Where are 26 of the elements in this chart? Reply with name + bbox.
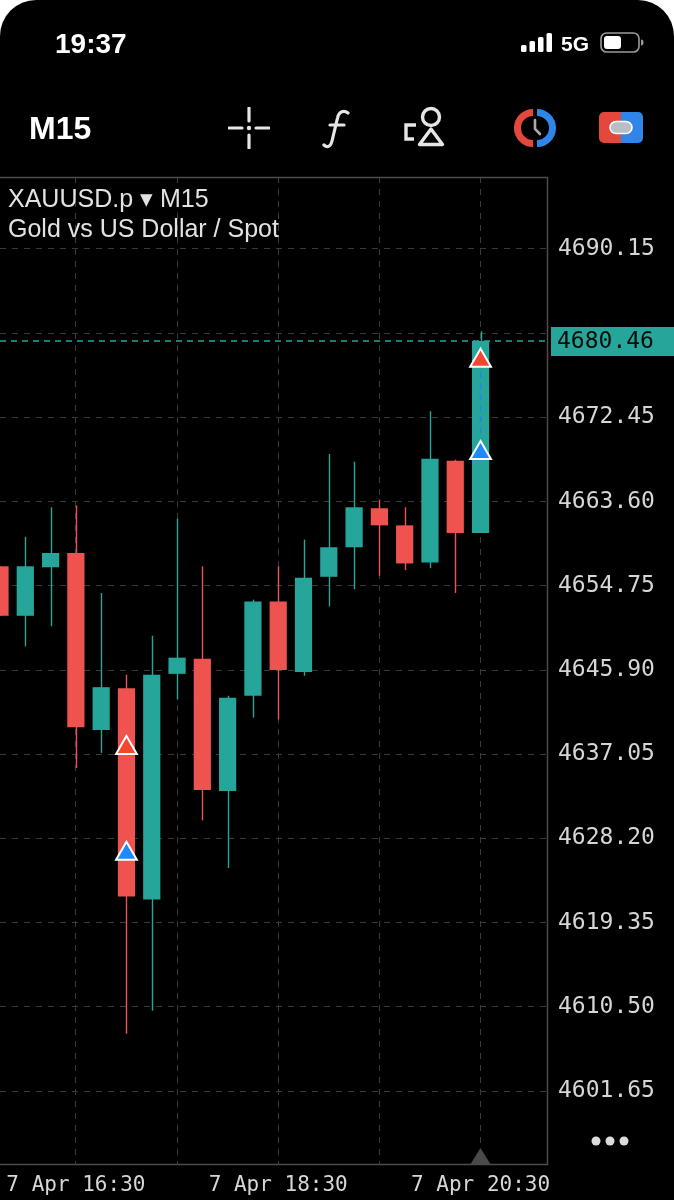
text: Gold vs US Dollar / Spot xyxy=(8,214,279,243)
text: 5G xyxy=(561,32,590,57)
y-tick-label: 4663.60 xyxy=(558,486,655,513)
text: 19:37 xyxy=(55,28,127,61)
candlestick xyxy=(370,498,388,577)
text: M15 xyxy=(29,110,92,147)
chart-title: XAUUSD.p ▾ M15 xyxy=(8,184,209,213)
point xyxy=(469,347,492,368)
y-tick-label: 4628.20 xyxy=(558,823,655,850)
x-tick-label: 7 Apr 18:30 xyxy=(208,1172,348,1197)
y-tick-label: 4672.45 xyxy=(558,402,655,429)
y-tick-label: 4645.90 xyxy=(558,655,655,682)
y-tick-label: 4601.65 xyxy=(558,1076,655,1103)
y-tick-label: 4610.50 xyxy=(558,991,655,1018)
point xyxy=(115,735,138,756)
y-tick-label: 4619.35 xyxy=(558,907,655,934)
y-tick-label: 4690.15 xyxy=(558,233,655,260)
ref-line-label: 4680.46 xyxy=(557,327,654,354)
y-tick-label: 4637.05 xyxy=(558,739,655,766)
point xyxy=(115,840,138,861)
point xyxy=(469,440,492,461)
x-tick-label: 7 Apr 16:30 xyxy=(6,1172,146,1197)
y-tick-label: 4654.75 xyxy=(558,570,655,597)
candlestick xyxy=(168,518,186,701)
candlestick xyxy=(41,506,60,627)
x-tick-label: 7 Apr 20:30 xyxy=(411,1172,551,1197)
